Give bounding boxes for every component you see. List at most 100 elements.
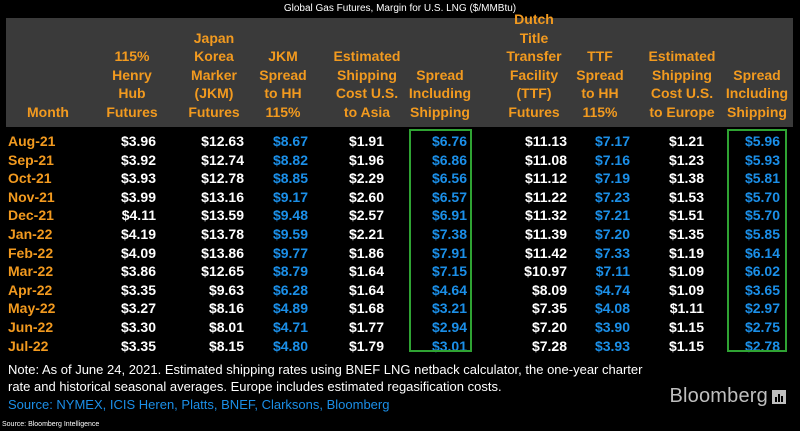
table-row: Sep-21 $3.92 $12.74 $8.82 $1.96 $6.86 $11.08 $7…: [0, 151, 800, 170]
cell-ship-asia: $1.77: [348, 319, 384, 335]
cell-spread-asia: $7.91: [431, 244, 467, 261]
cell-month: Nov-21: [8, 188, 55, 205]
cell-jkm-spread: $9.17: [272, 188, 308, 205]
table-row: Apr-22 $3.35 $9.63 $6.28 $1.64 $4.64 $8.09 $4.7…: [0, 281, 800, 300]
cell-spread-eu: $5.70: [744, 188, 780, 205]
cell-ttf-spread: $7.17: [594, 133, 630, 149]
cell-spread-asia: $7.38: [431, 226, 467, 242]
cell-spread-eu: $5.85: [744, 226, 780, 242]
cell-spread-eu: $5.93: [744, 151, 780, 168]
cell-ship-eu: $1.35: [668, 226, 704, 242]
cell-hh: $3.86: [120, 263, 156, 280]
cell-jkm: $13.16: [201, 188, 244, 205]
cell-jkm-spread: $9.48: [272, 207, 308, 224]
table-row: Dec-21 $4.11 $13.59 $9.48 $2.57 $6.91 $11.32 $7…: [0, 206, 800, 225]
cell-jkm-spread: $9.59: [272, 226, 308, 242]
cell-jkm: $8.16: [208, 300, 244, 317]
cell-spread-asia: $3.21: [431, 300, 467, 317]
cell-spread-eu: $5.96: [744, 133, 780, 149]
cell-ship-asia: $1.86: [348, 244, 384, 261]
cell-spread-asia: $2.94: [431, 319, 467, 335]
table-row: Oct-21 $3.93 $12.78 $8.85 $2.29 $6.56 $11.12 $7…: [0, 169, 800, 188]
cell-ship-asia: $1.79: [348, 337, 384, 354]
header-cell: Month: [27, 103, 69, 120]
cell-ttf-spread: $7.19: [594, 170, 630, 187]
cell-spread-eu: $2.78: [744, 337, 780, 354]
cell-jkm-spread: $8.79: [272, 263, 308, 280]
cell-spread-asia: $6.76: [431, 133, 467, 149]
cell-jkm: $13.59: [201, 207, 244, 224]
header-cell: Spread Including Shipping: [408, 66, 472, 120]
cell-ttf: $10.97: [524, 263, 567, 280]
cell-ship-eu: $1.15: [668, 319, 704, 335]
table-row: May-22 $3.27 $8.16 $4.89 $1.68 $3.21 $7.35 $4.0…: [0, 299, 800, 318]
cell-month: Feb-22: [8, 244, 54, 261]
table-header: [6, 18, 793, 127]
header-cell: 115% Henry Hub Futures: [106, 48, 158, 120]
europe-spread-highlight-box: [727, 129, 787, 352]
cell-hh: $4.11: [121, 207, 156, 224]
cell-hh: $3.99: [120, 188, 156, 205]
asia-spread-highlight-box: [409, 129, 472, 352]
chart-title: Global Gas Futures, Margin for U.S. LNG …: [283, 3, 517, 14]
table-row: Mar-22 $3.86 $12.65 $8.79 $1.64 $7.15 $10.97 $7…: [0, 262, 800, 281]
header-cell: Dutch Title Transfer Facility (TTF) Futu…: [506, 11, 562, 120]
cell-ship-asia: $1.64: [348, 263, 384, 280]
cell-ship-asia: $2.57: [348, 207, 384, 224]
cell-ship-eu: $1.19: [668, 244, 704, 261]
cell-ship-asia: $1.96: [348, 151, 384, 168]
cell-hh: $3.92: [120, 151, 156, 168]
cell-jkm: $12.74: [201, 151, 244, 168]
cell-ship-eu: $1.15: [668, 337, 704, 354]
cell-jkm: $8.15: [208, 337, 244, 354]
cell-spread-eu: $2.75: [744, 319, 780, 335]
table-row: Feb-22 $4.09 $13.86 $9.77 $1.86 $7.91 $11.42 $7…: [0, 244, 800, 263]
cell-ttf: $7.20: [531, 319, 567, 335]
footer-source: Source: Bloomberg Intelligence: [2, 421, 100, 428]
cell-ship-asia: $1.68: [348, 300, 384, 317]
cell-jkm-spread: $8.85: [272, 170, 308, 187]
cell-hh: $3.27: [120, 300, 156, 317]
cell-ship-asia: $1.64: [348, 281, 384, 298]
cell-hh: $4.19: [120, 226, 156, 242]
cell-ship-eu: $1.09: [668, 281, 704, 298]
header-cell: Estimated Shipping Cost U.S. to Asia: [333, 48, 401, 120]
footnote: Note: As of June 24, 2021. Estimated shi…: [8, 362, 643, 394]
cell-ttf-spread: $4.74: [594, 281, 630, 298]
cell-ship-asia: $2.21: [348, 226, 384, 242]
cell-ttf: $11.22: [524, 188, 567, 205]
cell-ship-eu: $1.09: [668, 263, 704, 280]
cell-jkm: $12.65: [201, 263, 244, 280]
cell-ttf-spread: $7.33: [594, 244, 630, 261]
cell-ttf: $11.32: [524, 207, 567, 224]
cell-jkm: $8.01: [208, 319, 244, 335]
cell-ship-eu: $1.21: [668, 133, 704, 149]
bloomberg-logo: Bloomberg: [669, 385, 768, 407]
cell-ttf-spread: $4.08: [594, 300, 630, 317]
cell-month: Dec-21: [8, 207, 54, 224]
table-row: Jun-22 $3.30 $8.01 $4.71 $1.77 $2.94 $7.20 $3.9…: [0, 318, 800, 337]
cell-spread-eu: $5.70: [744, 207, 780, 224]
header-cell: Spread Including Shipping: [725, 66, 789, 120]
cell-spread-eu: $6.02: [744, 263, 780, 280]
cell-month: May-22: [8, 300, 56, 317]
table-row: Aug-21 $3.96 $12.63 $8.67 $1.91 $6.76 $11.13 $7…: [0, 132, 800, 151]
cell-spread-eu: $5.81: [744, 170, 780, 187]
bloomberg-bars-icon: [772, 390, 786, 404]
cell-ship-eu: $1.11: [669, 300, 704, 317]
cell-month: Jun-22: [8, 319, 54, 335]
cell-ttf-spread: $7.11: [595, 263, 630, 280]
cell-ship-asia: $2.29: [348, 170, 384, 187]
cell-spread-eu: $2.97: [744, 300, 780, 317]
header-cell: Estimated Shipping Cost U.S. to Europe: [648, 48, 716, 120]
cell-ttf-spread: $7.21: [594, 207, 630, 224]
cell-ttf-spread: $3.93: [594, 337, 630, 354]
cell-jkm: $12.63: [201, 133, 244, 149]
cell-jkm-spread: $4.71: [272, 319, 308, 335]
cell-month: Sep-21: [8, 151, 54, 168]
cell-hh: $3.35: [120, 337, 156, 354]
cell-ship-asia: $1.91: [348, 133, 384, 149]
cell-ttf: $11.08: [524, 151, 567, 168]
cell-spread-asia: $3.01: [431, 337, 467, 354]
cell-ship-eu: $1.51: [668, 207, 704, 224]
